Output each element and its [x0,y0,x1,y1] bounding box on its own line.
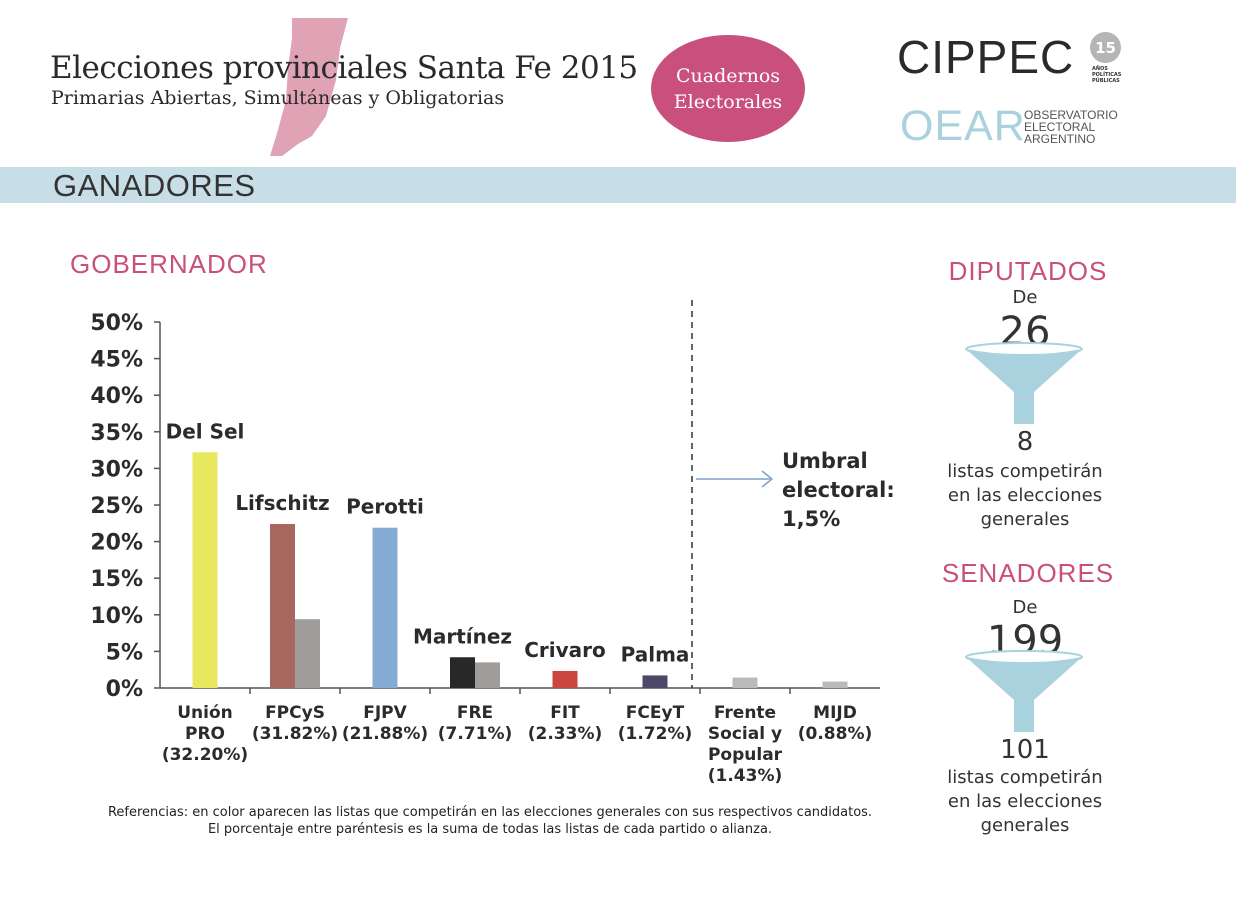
oear-subtitle: OBSERVATORIO ELECTORAL ARGENTINO [1024,109,1118,145]
bar-winner [192,452,218,688]
gobernador-bar-chart: 0%5%10%15%20%25%30%35%40%45%50%UniónPRO(… [90,300,895,786]
chart-title: GOBERNADOR [70,249,268,279]
threshold-label: electoral: [782,478,895,502]
diputados-funnel-icon [965,342,1083,424]
candidate-label: Crivaro [524,638,606,662]
y-tick-label: 10% [90,604,143,629]
cuadernos-electorales-badge: Cuadernos Electorales [651,35,805,142]
senadores-to: 101 [1000,735,1050,765]
y-tick-label: 35% [90,421,143,446]
cippec-logo: CIPPEC [897,31,1075,83]
cippec-15-badge: 15 [1090,32,1121,63]
candidate-label: Perotti [346,495,424,519]
bar-winner [642,675,668,688]
bar-winner [552,670,578,688]
senadores-text-2: en las elecciones [947,791,1103,812]
category-label: Social y [708,724,782,744]
y-tick-label: 50% [90,311,143,336]
bar-winner [372,527,398,688]
badge-line-1: Cuadernos [675,64,781,87]
bar-others [822,681,848,688]
candidate-label: Del Sel [166,419,245,443]
category-label: Popular [708,745,783,765]
oear-logo: OEAR [900,102,1026,150]
category-label: FRE [457,703,493,723]
oear-sub-3: ARGENTINO [1024,132,1096,146]
y-tick-label: 30% [90,457,143,482]
diputados-text-1: listas competirán [947,461,1103,482]
threshold-label: Umbral [782,449,868,473]
category-label: FJPV [363,703,407,723]
category-label: (1.43%) [708,766,783,786]
y-tick-label: 40% [90,384,143,409]
page-title: Elecciones provinciales Santa Fe 2015 [50,50,638,86]
diputados-text-2: en las elecciones [947,485,1103,506]
cippec-sub-3: PÚBLICAS [1092,78,1120,84]
santa-fe-map-icon [270,18,348,156]
threshold-arrow-icon [761,470,774,488]
category-label: FIT [550,703,580,723]
bar-others [295,619,320,688]
bar-winner [270,524,295,688]
candidate-label: Lifschitz [235,491,329,515]
chart-references: Referencias: en color aparecen las lista… [60,804,920,838]
category-label: MIJD [813,703,857,723]
candidate-label: Martínez [413,624,512,648]
y-tick-label: 5% [106,640,143,665]
category-label: Unión [177,703,233,723]
threshold-label: 1,5% [782,507,840,531]
y-tick-label: 45% [90,348,143,373]
diputados-to: 8 [1016,427,1034,457]
diputados-de: De [1012,287,1038,308]
badge-line-2: Electorales [673,90,783,113]
category-label: PRO [185,724,225,744]
cippec-sub-1: AÑOS [1092,66,1108,72]
bar-others [732,677,758,688]
category-label: (1.72%) [618,724,693,744]
diputados-text: listas competirán en las elecciones gene… [925,460,1125,532]
oear-sub-2: ELECTORAL [1024,120,1096,134]
references-line-1: Referencias: en color aparecen las lista… [107,805,873,820]
category-label: (32.20%) [162,745,248,765]
diputados-title: DIPUTADOS [948,256,1108,286]
senadores-title: SENADORES [941,558,1115,588]
candidate-label: Palma [621,642,690,666]
y-tick-label: 20% [90,531,143,556]
category-label: FCEyT [626,703,685,723]
bar-winner [450,657,475,688]
y-tick-label: 25% [90,494,143,519]
bar-others [475,662,500,688]
senadores-text-1: listas competirán [947,767,1103,788]
senadores-text-3: generales [980,815,1070,836]
section-title: GANADORES [53,168,256,203]
senadores-text: listas competirán en las elecciones gene… [925,766,1125,838]
page-subtitle: Primarias Abiertas, Simultáneas y Obliga… [51,87,505,109]
section-band [0,167,1236,203]
category-label: (7.71%) [438,724,513,744]
diputados-text-3: generales [980,509,1070,530]
cippec-sub-2: POLÍTICAS [1092,72,1122,78]
category-label: (21.88%) [342,724,428,744]
oear-sub-1: OBSERVATORIO [1024,108,1118,122]
category-label: Frente [714,703,776,723]
category-label: (0.88%) [798,724,873,744]
cippec-subtitle: AÑOS POLÍTICAS PÚBLICAS [1092,66,1121,84]
category-label: FPCyS [265,703,325,723]
senadores-de: De [1012,597,1038,618]
y-tick-label: 0% [106,677,143,702]
category-label: (2.33%) [528,724,603,744]
category-label: (31.82%) [252,724,338,744]
y-tick-label: 15% [90,567,143,592]
references-line-2: El porcentaje entre paréntesis es la sum… [207,822,773,837]
senadores-funnel-icon [965,650,1083,732]
